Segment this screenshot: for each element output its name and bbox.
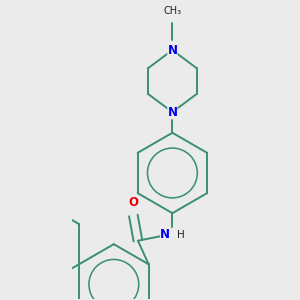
Text: CH₃: CH₃ [163,6,182,16]
Text: H: H [177,230,185,240]
Text: N: N [160,229,170,242]
Text: N: N [167,44,177,57]
Text: N: N [167,106,177,118]
Text: O: O [128,196,138,208]
